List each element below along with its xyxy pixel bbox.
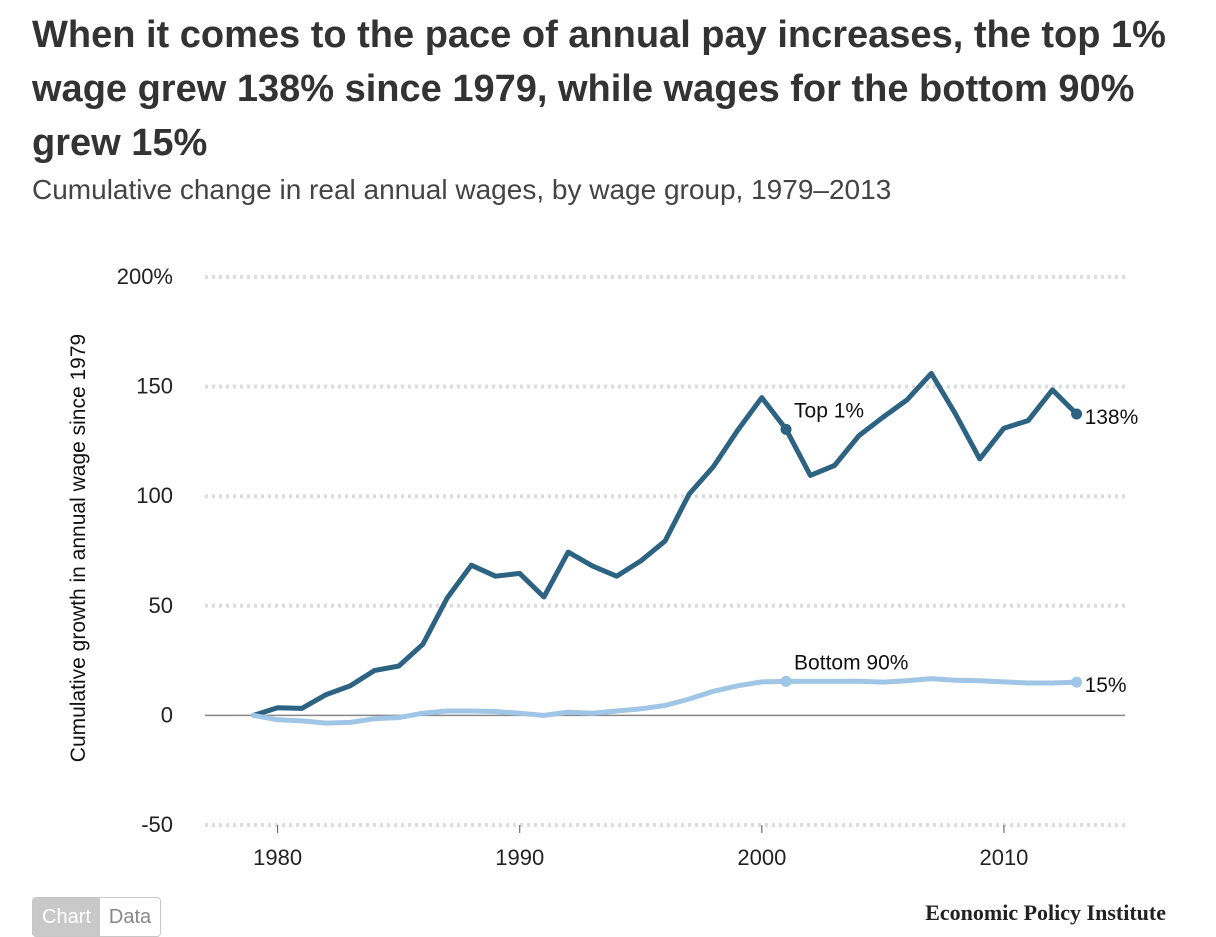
- chart-subtitle: Cumulative change in real annual wages, …: [32, 174, 892, 205]
- series-end-label: 138%: [1085, 406, 1139, 429]
- x-tick-label: 1980: [253, 845, 302, 870]
- series-label: Top 1%: [794, 399, 864, 422]
- chart-title: When it comes to the pace of annual pay …: [32, 14, 1166, 164]
- y-tick-label: 200%: [117, 264, 173, 289]
- series-end-marker: [1071, 676, 1083, 688]
- series-label: Bottom 90%: [794, 651, 908, 674]
- tab-data[interactable]: Data: [99, 898, 161, 936]
- y-axis-label: Cumulative growth in annual wage since 1…: [67, 334, 90, 762]
- gridlines: [205, 275, 1125, 827]
- series-labels: Top 1% 138% Bottom 90% 15%: [794, 399, 1138, 697]
- view-tabs: Chart Data: [32, 897, 162, 937]
- series-marker: [780, 423, 792, 435]
- x-tick-label: 1990: [495, 845, 544, 870]
- tab-chart[interactable]: Chart: [33, 898, 100, 936]
- series-end-label: 15%: [1085, 674, 1127, 697]
- y-tick-label: 0: [161, 702, 173, 727]
- series-end-marker: [1071, 408, 1083, 420]
- x-tick-label: 2010: [979, 845, 1028, 870]
- y-tick-label: -50: [141, 812, 173, 837]
- source-credit: Economic Policy Institute: [925, 900, 1166, 925]
- axes: 200% 150 100 50 0 -50 1980 1990 2000 2010: [117, 264, 1029, 870]
- y-tick-label: 150: [136, 374, 173, 399]
- series-marker: [780, 675, 792, 687]
- line-chart: 200% 150 100 50 0 -50 1980 1990 2000 2010 Top 1% 1…: [67, 264, 1138, 870]
- series-lines: [250, 370, 1083, 726]
- y-tick-label: 50: [149, 593, 173, 618]
- x-tick-label: 2000: [737, 845, 786, 870]
- series-line-bottom90: [250, 676, 1080, 726]
- series-line-top1: [250, 370, 1080, 718]
- y-tick-label: 100: [136, 483, 173, 508]
